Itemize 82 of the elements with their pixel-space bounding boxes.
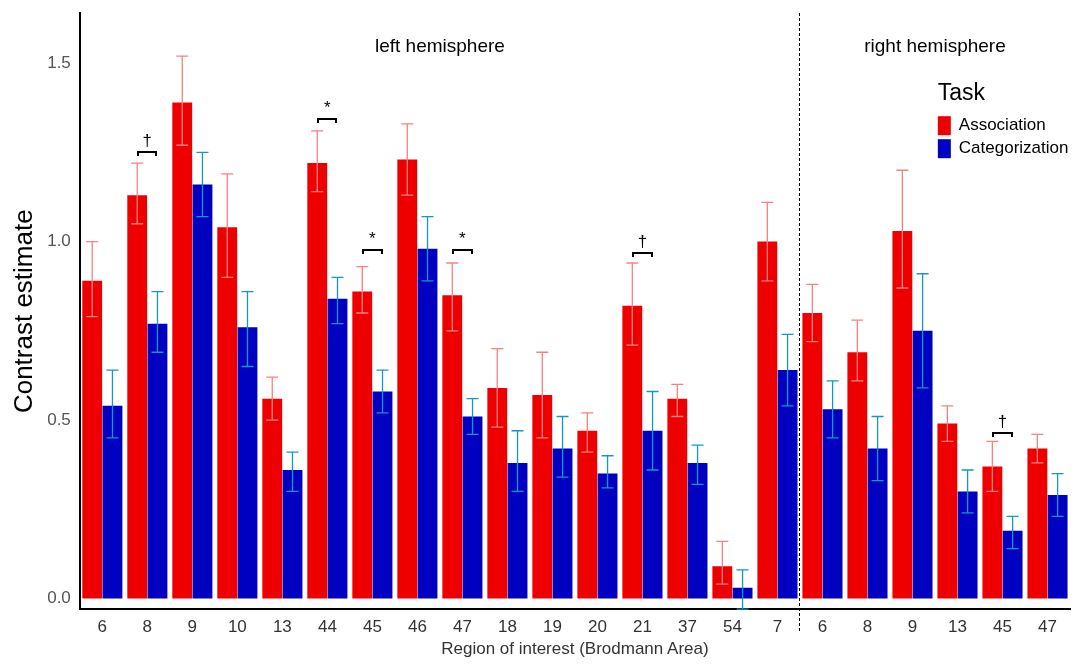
annotation: † [636, 232, 649, 252]
bar [397, 159, 418, 599]
bar [102, 405, 123, 599]
bar [1002, 530, 1023, 599]
bar [442, 295, 463, 599]
bar [127, 195, 148, 599]
y-tick-label: 1.0 [47, 231, 71, 251]
bar [82, 280, 103, 599]
bar [577, 430, 598, 599]
annotation: left hemisphere [374, 35, 505, 57]
x-tick-label: 47 [452, 617, 472, 637]
x-tick-label: 47 [1038, 617, 1057, 637]
x-tick-label: 18 [497, 617, 517, 637]
x-tick-label: 46 [407, 617, 427, 637]
bar [282, 470, 303, 599]
x-tick-label: 45 [993, 617, 1012, 637]
bar [642, 430, 663, 599]
x-tick-label: 13 [948, 617, 967, 637]
bar [622, 305, 643, 599]
annotation: * [458, 229, 467, 249]
bar [712, 566, 733, 599]
x-tick-label: 8 [862, 617, 873, 637]
bar [982, 466, 1003, 599]
bar [327, 298, 348, 599]
legend-label: Association [958, 114, 1046, 134]
bar [912, 330, 933, 599]
bar [192, 184, 213, 599]
bar [687, 462, 708, 599]
bar [462, 416, 483, 599]
y-tick-label: 1.5 [47, 52, 71, 72]
bar [802, 312, 823, 599]
bar [937, 423, 958, 599]
x-tick-label: 7 [772, 617, 783, 637]
bar [892, 230, 913, 599]
bar [597, 473, 618, 599]
x-tick-label: 21 [632, 617, 652, 637]
y-tick-label: 0.0 [47, 588, 71, 608]
x-tick-label: 13 [272, 617, 292, 637]
x-tick-label: 54 [722, 617, 742, 637]
x-tick-label: 9 [907, 617, 918, 637]
bar [262, 398, 283, 599]
annotation: * [368, 229, 377, 249]
bar [217, 227, 238, 599]
x-tick-label: 6 [817, 617, 828, 637]
bar [172, 102, 193, 599]
annotation: * [323, 98, 332, 118]
bar [847, 352, 868, 599]
bar [822, 409, 843, 599]
annotation: right hemisphere [864, 35, 1006, 57]
x-tick-label: 44 [317, 617, 337, 637]
bar [777, 370, 798, 599]
bar [757, 241, 778, 599]
bar [552, 448, 573, 599]
x-tick-label: 45 [362, 617, 382, 637]
bar [372, 391, 393, 599]
bar [957, 491, 978, 599]
x-tick-label: 6 [97, 617, 108, 637]
bar [1027, 448, 1048, 599]
x-tick-label: 10 [227, 617, 247, 637]
legend-title: Task [937, 78, 986, 105]
bar [532, 395, 553, 599]
x-tick-label: 37 [677, 617, 697, 637]
bar [667, 398, 688, 599]
bar [1047, 495, 1068, 599]
bar [867, 448, 888, 599]
x-axis-title: Region of interest (Brodmann Area) [441, 639, 709, 659]
bar [352, 291, 373, 599]
bar [237, 327, 258, 599]
bar [507, 462, 528, 599]
y-axis-title: Contrast estimate [7, 209, 38, 414]
bar [487, 387, 508, 599]
annotation: † [996, 412, 1009, 432]
x-tick-label: 9 [187, 617, 198, 637]
y-tick-label: 0.5 [47, 409, 71, 429]
x-tick-label: 19 [542, 617, 562, 637]
x-tick-label: 20 [587, 617, 607, 637]
bar [417, 248, 438, 599]
legend-label: Categorization [958, 137, 1069, 157]
bar [147, 323, 168, 599]
bar [307, 163, 328, 599]
x-tick-label: 8 [142, 617, 153, 637]
annotation: † [141, 131, 154, 151]
